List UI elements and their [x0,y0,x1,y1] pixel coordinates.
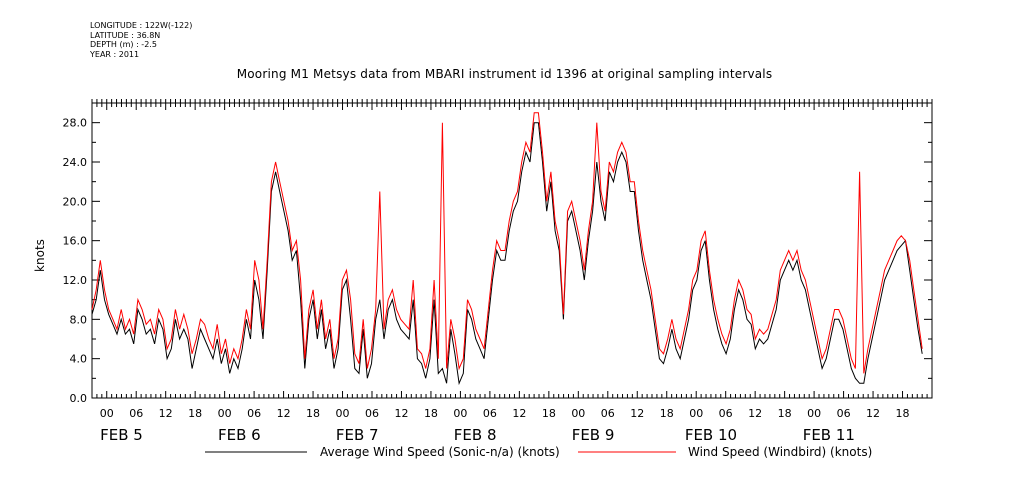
x-hour-label: 12 [512,407,526,420]
x-hour-label: 12 [748,407,762,420]
x-hour-label: 18 [542,407,556,420]
meta-year: YEAR : 2011 [90,49,140,59]
meta-latitude: LATITUDE : 36.8N [90,30,161,40]
meta-longitude: LONGITUDE : 122W(-122) [90,21,193,30]
x-hour-label: 12 [277,407,291,420]
x-hour-label: 00 [571,407,585,420]
y-tick-label: 16.0 [63,235,88,248]
y-tick-label: 0.0 [70,392,88,405]
series-windbird-wind-speed-line [91,112,923,374]
x-hour-label: 18 [306,407,320,420]
x-hour-label: 00 [453,407,467,420]
y-tick-label: 20.0 [63,195,88,208]
y-tick-label: 12.0 [63,274,88,287]
x-hour-label: 06 [483,407,497,420]
y-tick-label: 8.0 [70,313,88,326]
x-day-label: FEB 11 [803,426,855,444]
x-hour-label: 00 [336,407,350,420]
x-day-label: FEB 5 [100,426,143,444]
x-hour-label: 00 [100,407,114,420]
x-day-label: FEB 10 [685,426,737,444]
x-hour-label: 12 [866,407,880,420]
x-day-label: FEB 9 [572,426,615,444]
series-average-wind-speed-line [91,122,923,386]
x-day-label: FEB 6 [218,426,261,444]
x-hour-label: 06 [365,407,379,420]
x-hour-label: 12 [394,407,408,420]
y-tick-label: 24.0 [63,156,88,169]
legend-label-windbird: Wind Speed (Windbird) (knots) [688,445,872,459]
x-hour-label: 06 [247,407,261,420]
plot-frame [91,102,933,399]
x-hour-label: 18 [660,407,674,420]
x-hour-label: 06 [129,407,143,420]
x-hour-label: 18 [896,407,910,420]
x-hour-label: 06 [601,407,615,420]
x-hour-label: 18 [188,407,202,420]
x-hour-label: 00 [807,407,821,420]
x-hour-label: 12 [159,407,173,420]
chart-title: Mooring M1 Metsys data from MBARI instru… [236,67,773,81]
x-day-label: FEB 8 [454,426,497,444]
x-hour-label: 18 [778,407,792,420]
x-hour-label: 00 [218,407,232,420]
x-hour-label: 06 [719,407,733,420]
x-hour-label: 00 [689,407,703,420]
x-day-label: FEB 7 [336,426,379,444]
meta-depth: DEPTH (m) : -2.5 [90,40,157,49]
x-hour-label: 06 [837,407,851,420]
x-hour-label: 12 [630,407,644,420]
y-tick-label: 28.0 [63,117,88,130]
y-axis-label: knots [33,239,47,272]
metadata-block: LONGITUDE : 122W(-122) LATITUDE : 36.8N … [90,21,192,59]
y-tick-label: 4.0 [70,353,88,366]
x-hour-label: 18 [424,407,438,420]
legend-label-average: Average Wind Speed (Sonic-n/a) (knots) [320,445,560,459]
